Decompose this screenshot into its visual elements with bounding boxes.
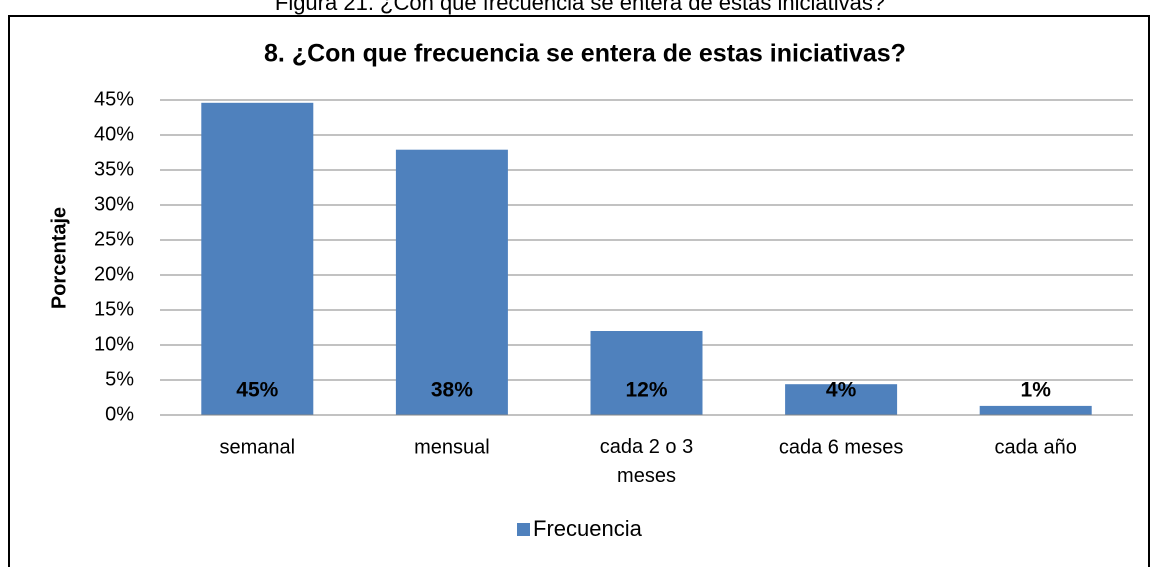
chart-title: 8. ¿Con que frecuencia se entera de esta…	[264, 40, 906, 68]
y-tick-label: 25%	[94, 228, 134, 250]
x-tick-label: cada 6 meses	[779, 436, 904, 458]
data-label: 1%	[1021, 379, 1052, 402]
x-tick-label: cada 2 o 3 meses	[600, 436, 693, 487]
y-tick-label: 40%	[94, 123, 134, 145]
y-tick-label: 5%	[105, 368, 134, 390]
bar	[201, 102, 314, 416]
y-tick-label: 35%	[94, 158, 134, 180]
data-label: 45%	[236, 379, 278, 402]
bar	[395, 149, 508, 415]
legend-label: Frecuencia	[533, 516, 643, 541]
chart-border	[8, 15, 1150, 567]
data-label: 4%	[826, 379, 857, 402]
y-tick-label: 30%	[94, 193, 134, 215]
y-tick-label: 0%	[105, 403, 134, 425]
x-tick-label: mensual	[414, 436, 490, 458]
y-axis-label: Porcentaje	[48, 207, 70, 309]
bar	[785, 384, 898, 415]
y-tick-label: 45%	[94, 88, 134, 110]
y-tick-label: 15%	[94, 298, 134, 320]
bar	[979, 405, 1092, 415]
caption: Figura 21. ¿Con que frecuencia se entera…	[275, 0, 885, 15]
x-tick-label: cada año	[995, 436, 1077, 458]
bar	[590, 331, 703, 415]
y-tick-label: 20%	[94, 263, 134, 285]
data-label: 12%	[625, 379, 667, 402]
legend-swatch	[517, 523, 530, 536]
data-label: 38%	[431, 379, 473, 402]
x-tick-label: semanal	[219, 436, 295, 458]
y-tick-label: 10%	[94, 333, 134, 355]
